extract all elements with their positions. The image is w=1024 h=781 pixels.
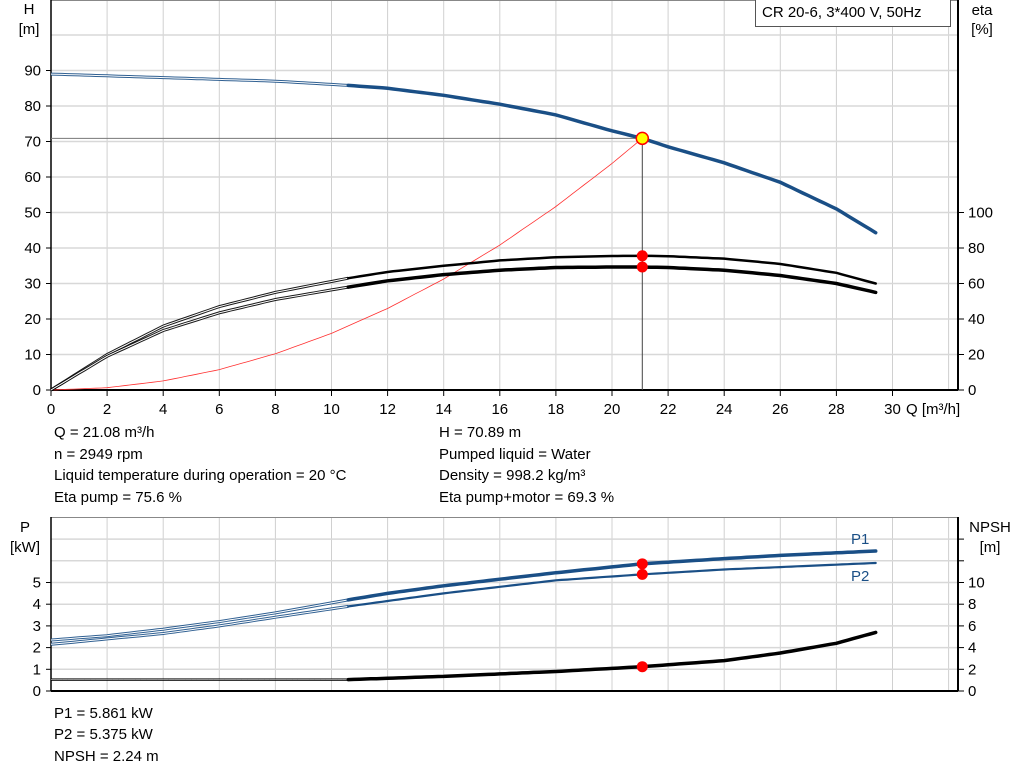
p2-label: P2 <box>851 568 869 585</box>
p1-curve <box>346 549 878 602</box>
x-tick-label: 0 <box>47 401 55 418</box>
top-chart-right-tick-label: 0 <box>968 382 976 399</box>
info-p2: P2 = 5.375 kW <box>54 726 153 743</box>
info-liquid: Pumped liquid = Water <box>439 446 591 463</box>
npsh-curve <box>346 630 878 682</box>
bottom-chart-left-tick-label: 2 <box>33 640 41 657</box>
top-chart-right-tick-label: 80 <box>968 240 985 257</box>
x-tick-label: 6 <box>215 401 223 418</box>
y-left-label: H <box>24 1 35 18</box>
info-density: Density = 998.2 kg/m³ <box>439 467 586 484</box>
npsh-axis-unit: [m] <box>980 539 1001 556</box>
p1-label: P1 <box>851 531 869 548</box>
top-chart-left-tick-label: 30 <box>24 276 41 293</box>
x-tick-label: 16 <box>491 401 508 418</box>
info-temperature: Liquid temperature during operation = 20… <box>54 467 347 484</box>
eta-pump-curve <box>347 254 877 285</box>
top-chart-right-tick-label: 100 <box>968 205 993 222</box>
x-tick-label: 20 <box>604 401 621 418</box>
eta-pump-motor-curve-thin-outline <box>50 285 349 392</box>
y-right-unit: [%] <box>971 21 993 38</box>
x-tick-label: 22 <box>660 401 677 418</box>
eta-pump-motor-curve <box>346 265 878 295</box>
y-left-unit: [m] <box>19 21 40 38</box>
x-tick-label: 12 <box>379 401 396 418</box>
p-axis-unit: [kW] <box>10 539 40 556</box>
bottom-chart-right-tick-label: 6 <box>968 618 976 635</box>
x-tick-label: 26 <box>772 401 789 418</box>
top-chart-left-tick-label: 0 <box>33 382 41 399</box>
top-chart-right-tick-label: 40 <box>968 311 985 328</box>
info-eta-pump: Eta pump = 75.6 % <box>54 489 182 506</box>
p1-curve-thin-outline <box>50 598 349 642</box>
top-chart-left-tick-label: 10 <box>24 347 41 364</box>
x-tick-label: 28 <box>828 401 845 418</box>
y-right-label: eta <box>972 2 994 19</box>
head-curve-thin-inner <box>50 73 349 86</box>
x-tick-label: 10 <box>323 401 340 418</box>
bottom-chart-left-tick-label: 5 <box>33 575 41 592</box>
info-q: Q = 21.08 m³/h <box>54 424 155 441</box>
x-tick-label: 8 <box>271 401 279 418</box>
chart-title: CR 20-6, 3*400 V, 50Hz <box>755 0 951 27</box>
eta-pump-point <box>636 250 648 262</box>
top-chart-left-tick-label: 90 <box>24 63 41 80</box>
x-axis-label: Q [m³/h] <box>906 401 960 418</box>
x-tick-label: 14 <box>435 401 452 418</box>
top-chart-left-tick-label: 70 <box>24 134 41 151</box>
system-curve <box>50 137 643 391</box>
p1-curve-thin-inner <box>50 599 349 641</box>
top-chart-left-tick-label: 50 <box>24 205 41 222</box>
top-chart-left-tick-label: 40 <box>24 240 41 257</box>
x-tick-label: 30 <box>884 401 901 418</box>
x-tick-label: 24 <box>716 401 733 418</box>
bottom-chart-left-tick-label: 3 <box>33 618 41 635</box>
info-eta-pump-motor: Eta pump+motor = 69.3 % <box>439 489 615 506</box>
bottom-chart-left-tick-label: 1 <box>33 661 41 678</box>
p2-curve-thin-inner <box>50 605 349 645</box>
x-tick-label: 4 <box>159 401 167 418</box>
npsh-axis-label: NPSH <box>969 519 1011 536</box>
info-head: H = 70.89 m <box>439 424 522 441</box>
p2-point <box>636 568 648 580</box>
eta-pump-motor-curve-thin-inner <box>50 286 349 391</box>
top-chart-right-tick-label: 60 <box>968 276 985 293</box>
bottom-chart-right-tick-label: 8 <box>968 596 976 613</box>
top-chart-right-tick-label: 20 <box>968 347 985 364</box>
p2-curve <box>347 561 877 608</box>
head-curve <box>346 83 878 235</box>
x-tick-label: 2 <box>103 401 111 418</box>
p-axis-label: P <box>20 519 30 536</box>
bottom-chart-right-tick-label: 2 <box>968 661 976 678</box>
eta-pump-motor-point <box>636 261 648 273</box>
info-npsh: NPSH = 2.24 m <box>54 748 159 765</box>
bottom-chart-left-tick-label: 4 <box>33 596 41 613</box>
top-chart-left-tick-label: 60 <box>24 169 41 186</box>
bottom-chart-left-tick-label: 0 <box>33 683 41 700</box>
npsh-point <box>636 661 648 673</box>
bottom-chart-right-tick-label: 10 <box>968 575 985 592</box>
info-speed: n = 2949 rpm <box>54 446 143 463</box>
operating-point <box>635 131 650 146</box>
p1-point <box>636 558 648 570</box>
info-p1: P1 = 5.861 kW <box>54 705 153 722</box>
top-chart-left-tick-label: 20 <box>24 311 41 328</box>
top-chart-left-tick-label: 80 <box>24 98 41 115</box>
bottom-chart-right-tick-label: 4 <box>968 640 976 657</box>
bottom-chart-right-tick-label: 0 <box>968 683 976 700</box>
x-tick-label: 18 <box>548 401 565 418</box>
